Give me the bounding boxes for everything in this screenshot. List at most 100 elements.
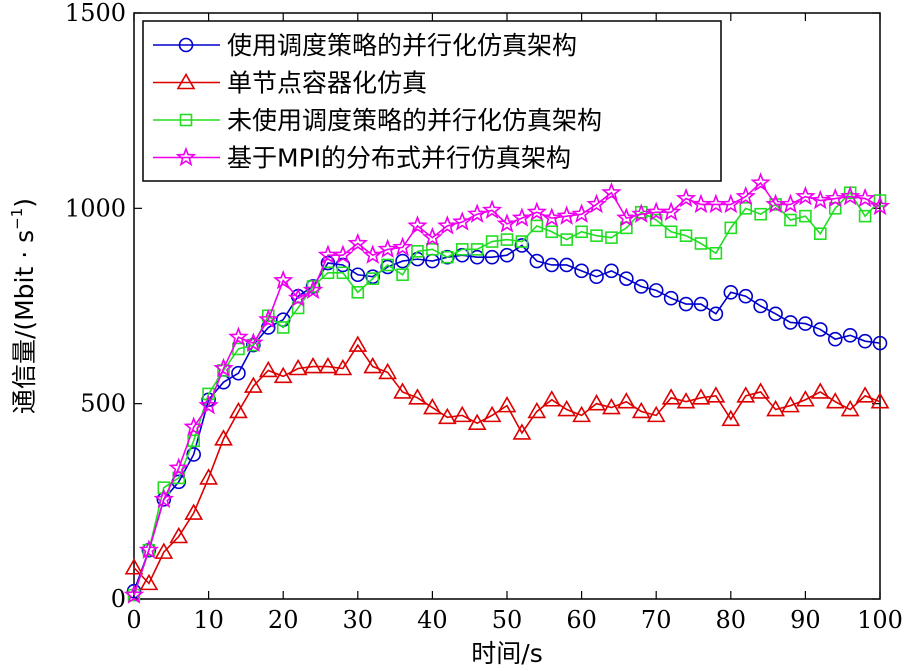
data-point-triangle bbox=[587, 394, 606, 411]
data-point-square bbox=[247, 338, 260, 352]
data-point-circle bbox=[842, 327, 858, 343]
data-point-triangle bbox=[318, 356, 338, 374]
legend-box bbox=[142, 20, 722, 182]
data-point-star bbox=[452, 211, 473, 231]
data-point-star bbox=[780, 193, 801, 214]
data-point-square bbox=[590, 229, 603, 242]
x-tick-label: 90 bbox=[790, 606, 821, 634]
data-point-triangle bbox=[363, 356, 383, 374]
y-axis-title: 通信量/(Mbit · s−1) bbox=[8, 198, 39, 414]
data-point-circle bbox=[827, 331, 843, 347]
data-point-circle bbox=[872, 335, 888, 351]
x-tick-label: 10 bbox=[193, 606, 224, 634]
data-point-square bbox=[351, 286, 365, 299]
data-point-square bbox=[724, 221, 738, 235]
data-point-star bbox=[481, 199, 503, 219]
svg-text:通信量/(Mbit · s−1): 通信量/(Mbit · s−1) bbox=[8, 198, 39, 414]
legend-label: 基于MPI的分布式并行仿真架构 bbox=[227, 144, 571, 173]
data-point-star bbox=[175, 146, 197, 167]
data-point-square bbox=[366, 272, 380, 285]
data-point-square bbox=[321, 266, 335, 280]
data-point-triangle bbox=[751, 382, 771, 399]
data-point-triangle bbox=[602, 397, 621, 415]
data-point-star bbox=[392, 236, 413, 257]
data-point-square bbox=[470, 243, 484, 256]
data-point-square bbox=[500, 233, 514, 246]
data-point-star bbox=[839, 185, 861, 206]
data-point-star bbox=[183, 416, 204, 436]
data-point-square bbox=[739, 202, 753, 215]
data-point-circle bbox=[231, 365, 246, 381]
series-triangle bbox=[124, 335, 890, 591]
data-point-square bbox=[799, 209, 812, 223]
data-point-square bbox=[784, 213, 797, 227]
data-point-triangle bbox=[736, 386, 756, 403]
data-point-star bbox=[466, 203, 488, 223]
data-point-square bbox=[560, 233, 573, 246]
data-point-star bbox=[660, 201, 682, 221]
data-point-star bbox=[437, 215, 458, 235]
data-point-square bbox=[858, 209, 872, 223]
data-point-triangle bbox=[840, 399, 860, 417]
data-point-circle bbox=[529, 253, 545, 269]
data-point-triangle bbox=[139, 573, 159, 591]
legend-label: 未使用调度策略的并行化仿真架构 bbox=[227, 106, 602, 135]
data-point-triangle bbox=[199, 468, 218, 485]
y-tick-label: 500 bbox=[80, 390, 126, 418]
data-point-triangle bbox=[706, 386, 726, 403]
data-point-star bbox=[198, 394, 219, 415]
data-point-triangle bbox=[452, 405, 472, 423]
data-point-triangle bbox=[616, 392, 636, 409]
data-point-triangle bbox=[870, 392, 890, 409]
data-point-star bbox=[422, 226, 443, 247]
data-point-triangle bbox=[437, 407, 457, 425]
data-point-square bbox=[485, 235, 499, 248]
data-point-star bbox=[854, 187, 876, 208]
legend-label: 单节点容器化仿真 bbox=[227, 69, 427, 98]
y-axis-title-close: ) bbox=[10, 198, 39, 208]
data-point-star bbox=[123, 584, 145, 604]
data-point-circle bbox=[559, 257, 574, 273]
data-point-circle bbox=[708, 306, 724, 322]
data-point-square bbox=[426, 243, 439, 256]
data-point-triangle bbox=[512, 423, 532, 440]
data-point-star bbox=[810, 189, 831, 210]
x-axis-title: 时间/s bbox=[471, 639, 542, 668]
data-point-triangle bbox=[557, 399, 577, 417]
data-point-circle bbox=[440, 249, 455, 265]
data-point-circle bbox=[633, 279, 649, 294]
legend-item: 单节点容器化仿真 bbox=[153, 69, 427, 98]
data-point-square bbox=[679, 229, 693, 242]
data-point-circle bbox=[395, 253, 410, 269]
data-point-circle bbox=[693, 296, 709, 312]
x-tick-label: 70 bbox=[641, 606, 672, 634]
data-point-star bbox=[869, 195, 891, 216]
data-point-star bbox=[825, 187, 846, 208]
data-point-triangle bbox=[243, 376, 263, 393]
data-point-triangle bbox=[691, 388, 711, 405]
data-point-star bbox=[302, 279, 324, 300]
x-tick-label: 80 bbox=[716, 606, 747, 634]
data-point-circle bbox=[604, 263, 619, 279]
data-point-square bbox=[396, 268, 409, 282]
data-point-triangle bbox=[497, 396, 517, 413]
data-point-circle bbox=[365, 269, 381, 285]
data-point-star bbox=[228, 326, 249, 346]
data-point-star bbox=[332, 244, 354, 264]
data-point-triangle bbox=[378, 362, 398, 380]
data-point-circle bbox=[178, 37, 194, 53]
data-point-star bbox=[526, 201, 548, 221]
x-tick-label: 40 bbox=[417, 606, 448, 634]
data-point-triangle bbox=[825, 392, 845, 409]
data-point-circle bbox=[484, 249, 500, 265]
data-point-star bbox=[287, 287, 309, 307]
data-point-square bbox=[217, 364, 230, 377]
data-point-triangle bbox=[527, 401, 547, 419]
data-point-triangle bbox=[661, 388, 681, 405]
data-point-square bbox=[545, 225, 559, 239]
data-point-triangle bbox=[303, 356, 323, 374]
data-point-circle bbox=[768, 306, 783, 322]
data-point-star bbox=[243, 332, 264, 352]
